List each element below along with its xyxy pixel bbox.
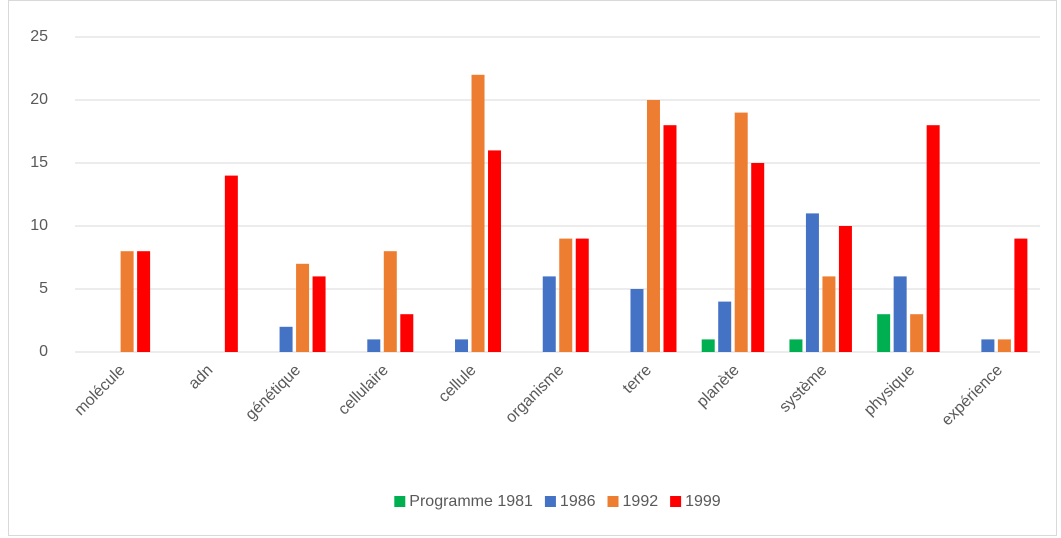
- bar: [1014, 238, 1028, 352]
- bar: [224, 175, 238, 352]
- y-tick-label: 15: [30, 154, 48, 171]
- bar: [822, 276, 836, 352]
- y-tick-label: 5: [39, 280, 48, 297]
- bar: [805, 213, 819, 352]
- legend-label: Programme 1981: [409, 493, 533, 510]
- legend-label: 1999: [685, 493, 721, 510]
- bar: [471, 74, 485, 353]
- legend-swatch: [394, 496, 406, 507]
- legend-swatch: [670, 496, 682, 507]
- bar: [701, 339, 715, 352]
- bar: [926, 125, 940, 352]
- bar: [663, 125, 677, 352]
- bar: [279, 326, 293, 352]
- bar: [734, 112, 748, 352]
- bar: [296, 263, 310, 352]
- y-tick-label: 10: [30, 217, 48, 234]
- bar: [383, 251, 397, 352]
- y-tick-label: 0: [39, 343, 48, 360]
- legend-label: 1992: [623, 493, 659, 510]
- bar: [789, 339, 803, 352]
- y-tick-label: 20: [30, 91, 48, 108]
- bar: [910, 314, 924, 352]
- bar: [312, 276, 326, 352]
- bar: [559, 238, 573, 352]
- bar: [997, 339, 1011, 352]
- bar: [630, 289, 644, 352]
- bar: [893, 276, 907, 352]
- bar: [646, 100, 660, 352]
- bar: [718, 301, 732, 352]
- legend-swatch: [607, 496, 619, 507]
- bar: [137, 251, 151, 352]
- chart-border: [8, 0, 1057, 536]
- bar: [751, 163, 765, 352]
- bar: [367, 339, 381, 352]
- bar: [120, 251, 134, 352]
- bar: [838, 226, 852, 352]
- y-tick-label: 25: [30, 28, 48, 45]
- bar: [542, 276, 556, 352]
- legend-label: 1986: [560, 493, 596, 510]
- bar: [400, 314, 414, 352]
- bar: [488, 150, 502, 352]
- bar: [877, 314, 891, 352]
- legend-swatch: [544, 496, 556, 507]
- bar: [575, 238, 589, 352]
- bar: [981, 339, 995, 352]
- bar: [455, 339, 469, 352]
